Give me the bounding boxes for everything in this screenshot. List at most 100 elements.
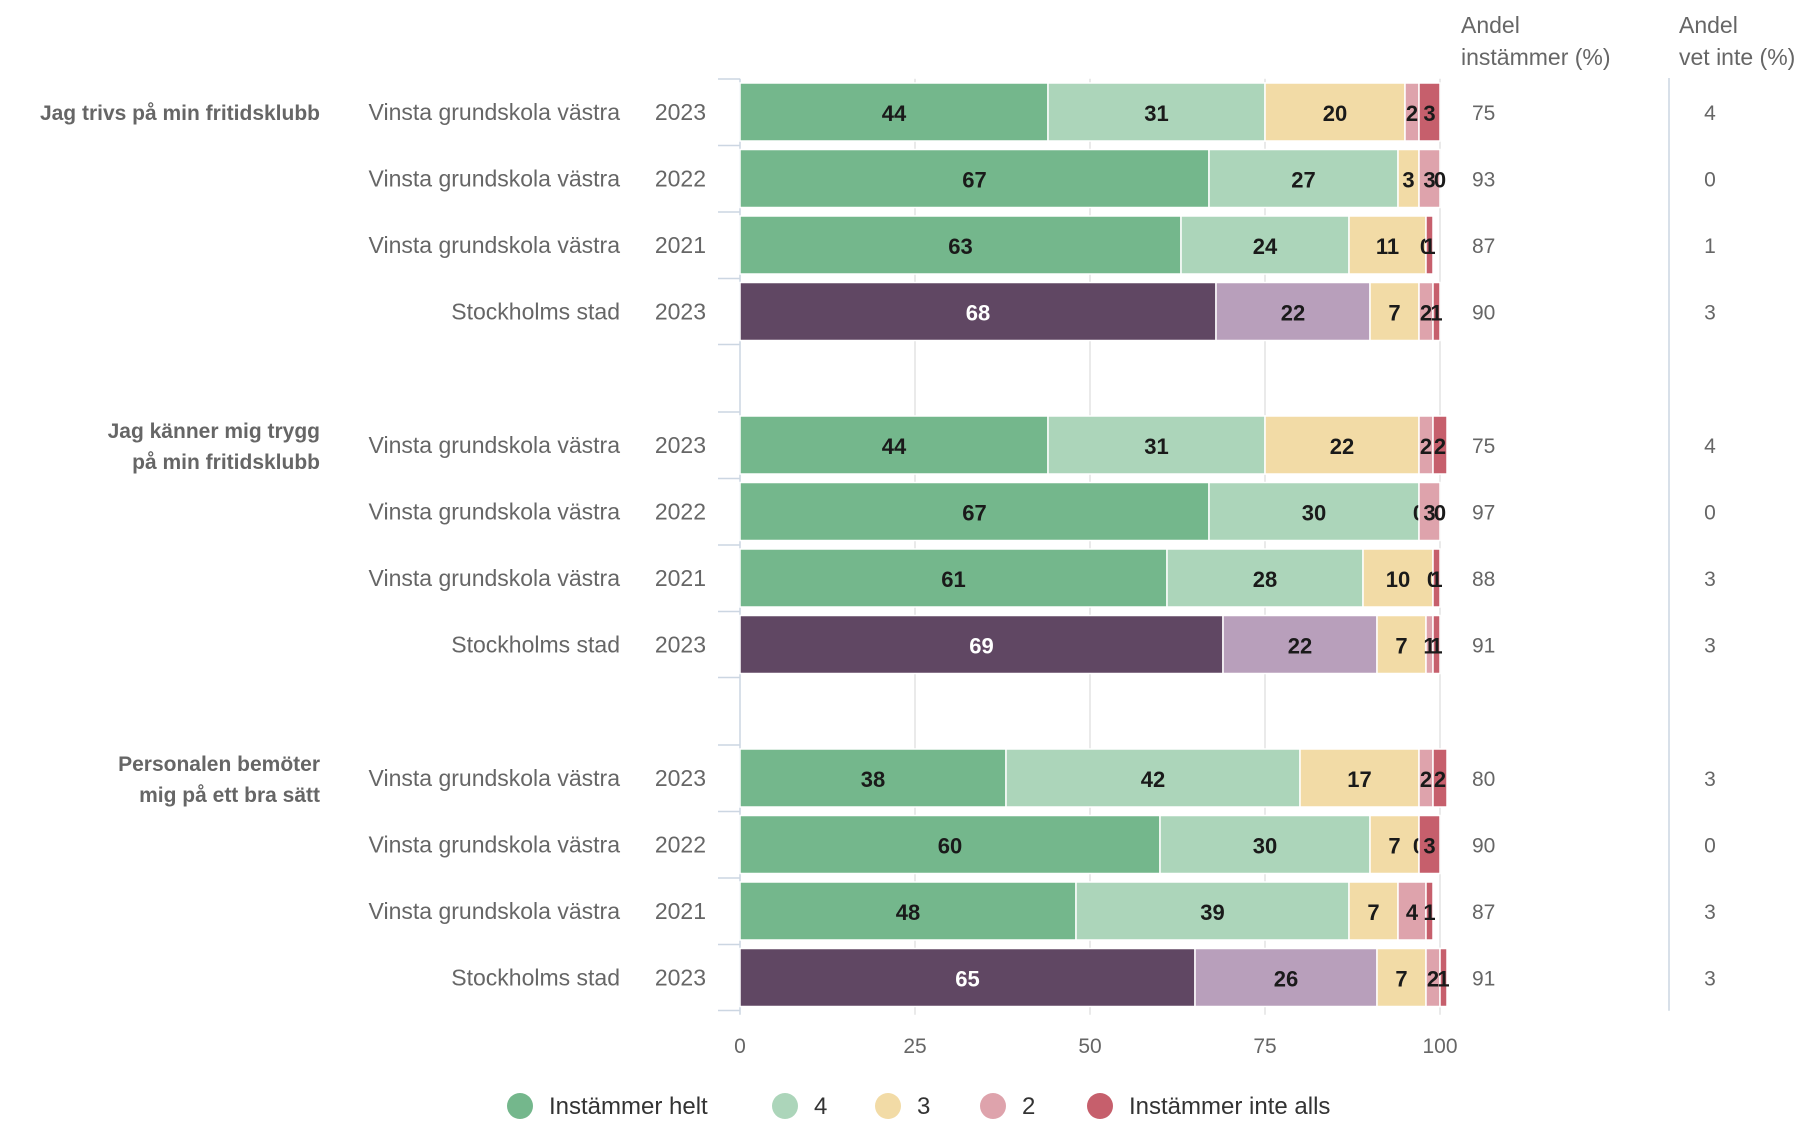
data-label: 7	[1388, 834, 1400, 859]
column-header-andel-vet-inte: Andel	[1679, 12, 1738, 38]
data-label: 3	[1423, 834, 1435, 859]
bar-segment	[1264, 415, 1420, 475]
data-label: 42	[1141, 767, 1165, 792]
data-label: 2	[1434, 434, 1446, 459]
bar-segment	[1418, 814, 1441, 875]
andel-instammer-value: 90	[1472, 835, 1495, 858]
data-label: 1	[1423, 234, 1435, 259]
data-label: 7	[1395, 634, 1407, 659]
bar-segment	[739, 748, 1007, 808]
data-label: 31	[1144, 101, 1168, 126]
question-label: på min fritidsklubb	[132, 451, 320, 474]
bar-segment	[739, 82, 1049, 142]
data-label: 0	[1434, 501, 1446, 526]
row-year: 2023	[655, 965, 706, 991]
data-label: 1	[1430, 301, 1442, 326]
data-label: 2	[1420, 767, 1432, 792]
data-label: 44	[882, 434, 907, 459]
bar-segment	[1369, 814, 1420, 875]
bar-segment	[1397, 881, 1427, 941]
andel-vet-inte-value: 0	[1704, 169, 1716, 192]
data-label: 24	[1253, 234, 1278, 259]
data-label: 26	[1274, 967, 1298, 992]
data-label: 61	[941, 567, 965, 592]
bar-segment	[1222, 614, 1378, 675]
bar-segment	[739, 215, 1182, 275]
data-label: 11	[1376, 234, 1399, 259]
bar-segment	[739, 415, 1049, 475]
row-year: 2022	[655, 832, 706, 858]
legend-marker	[980, 1093, 1006, 1119]
row-label: Vinsta grundskola västra	[369, 765, 621, 791]
bar-segment	[1432, 281, 1441, 342]
bar-segment	[1376, 947, 1427, 1008]
data-label: 7	[1395, 967, 1407, 992]
bar-segment	[1432, 614, 1441, 675]
legend-marker	[1087, 1093, 1113, 1119]
row-year: 2023	[655, 765, 706, 791]
bar-segment	[1425, 881, 1434, 941]
data-label: 2	[1420, 434, 1432, 459]
andel-instammer-value: 90	[1472, 302, 1495, 325]
data-label: 3	[1423, 101, 1435, 126]
data-label: 10	[1386, 567, 1410, 592]
x-tick-label: 100	[1422, 1035, 1457, 1058]
data-label: 22	[1281, 301, 1305, 326]
data-label: 1	[1437, 967, 1449, 992]
row-year: 2021	[655, 898, 706, 924]
data-label: 63	[948, 234, 972, 259]
data-label: 2	[1420, 301, 1432, 326]
andel-vet-inte-value: 3	[1704, 968, 1716, 991]
data-label: 7	[1367, 900, 1379, 925]
data-label: 68	[966, 301, 990, 326]
bar-segment	[1369, 281, 1420, 342]
data-label: 3	[1423, 501, 1435, 526]
x-tick-label: 50	[1078, 1035, 1101, 1058]
andel-instammer-value: 91	[1472, 968, 1495, 991]
bar-segment	[1418, 481, 1441, 542]
data-label: 65	[955, 967, 979, 992]
row-label: Vinsta grundskola västra	[369, 832, 621, 858]
row-label: Stockholms stad	[451, 965, 620, 991]
row-year: 2021	[655, 232, 706, 258]
andel-instammer-value: 87	[1472, 235, 1495, 258]
data-label: 30	[1302, 501, 1326, 526]
bar-segment	[1439, 947, 1448, 1008]
data-label: 60	[938, 834, 962, 859]
andel-instammer-value: 91	[1472, 635, 1495, 658]
bar-segment	[1194, 947, 1378, 1008]
data-label: 1	[1423, 900, 1435, 925]
bar-segment	[1432, 548, 1441, 608]
column-header-andel-instammer: instämmer (%)	[1461, 44, 1611, 70]
data-label: 1	[1430, 634, 1442, 659]
bar-segment	[1432, 748, 1448, 808]
data-label: 67	[962, 501, 986, 526]
bar-segment	[1432, 415, 1448, 475]
column-header-andel-vet-inte: vet inte (%)	[1679, 44, 1795, 70]
legend-label: Instämmer helt	[549, 1093, 708, 1120]
andel-vet-inte-value: 3	[1704, 302, 1716, 325]
question-label: mig på ett bra sätt	[139, 784, 320, 807]
bar-segment	[1418, 148, 1441, 209]
bar-segment	[1047, 82, 1266, 142]
bar-segment	[1005, 748, 1301, 808]
andel-vet-inte-value: 0	[1704, 502, 1716, 525]
row-year: 2023	[655, 299, 706, 325]
row-year: 2021	[655, 565, 706, 591]
row-year: 2023	[655, 432, 706, 458]
bar-segment	[1418, 82, 1441, 142]
bar-segment	[739, 947, 1196, 1008]
legend-label: 3	[917, 1093, 930, 1120]
x-tick-label: 75	[1253, 1035, 1276, 1058]
data-label: 31	[1144, 434, 1168, 459]
data-label: 0	[1434, 168, 1446, 193]
andel-vet-inte-value: 3	[1704, 635, 1716, 658]
data-label: 67	[962, 168, 986, 193]
column-header-andel-instammer: Andel	[1461, 12, 1520, 38]
bar-segment	[1348, 215, 1427, 275]
row-year: 2023	[655, 99, 706, 125]
data-label: 22	[1330, 434, 1354, 459]
data-label: 1	[1430, 567, 1442, 592]
data-label: 17	[1347, 767, 1371, 792]
